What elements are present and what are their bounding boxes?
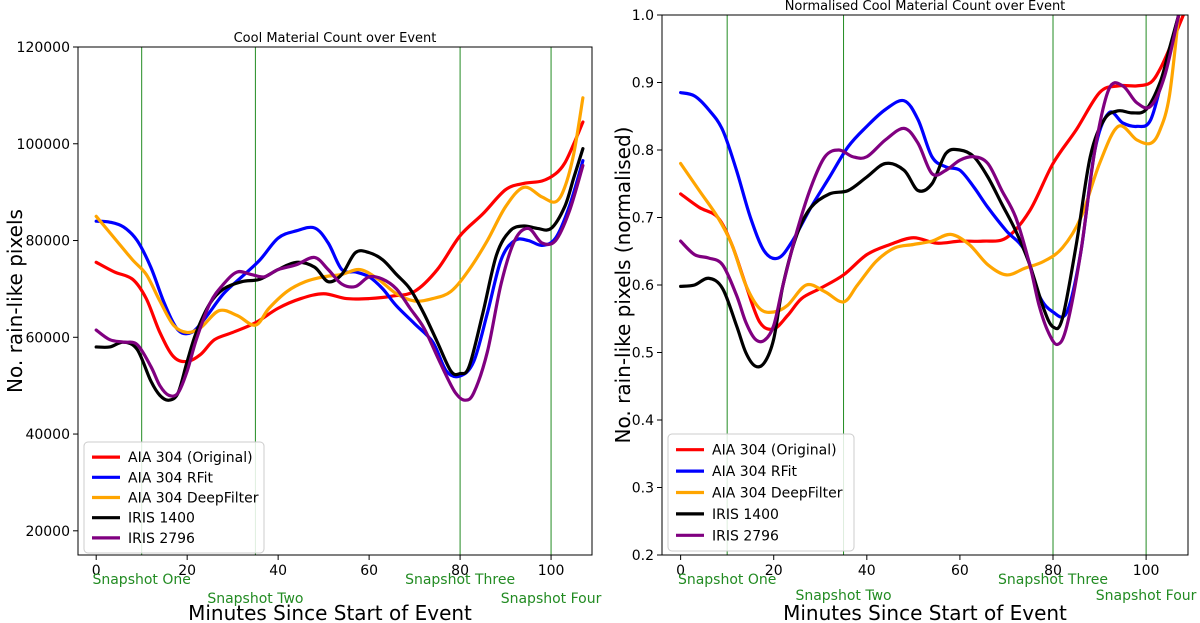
x-tick-label: 20 — [178, 563, 196, 579]
y-tick-label: 60000 — [25, 330, 70, 346]
y-tick-label: 1.0 — [632, 8, 654, 24]
series-line-aia-304-deepfilter — [679, 15, 1181, 314]
x-tick-label: 100 — [538, 563, 565, 579]
legend: AIA 304 (Original) AIA 304 RFit AIA 304 De… — [667, 433, 855, 552]
chart-title: Normalised Cool Material Count over Even… — [785, 0, 1066, 14]
y-tick-label: 0.2 — [632, 548, 654, 564]
y-tick-label: 0.7 — [632, 211, 654, 227]
y-tick-label: 0.9 — [632, 76, 654, 92]
y-tick-label: 40000 — [25, 427, 70, 443]
x-tick-label: 80 — [451, 563, 469, 579]
chart-1: 0 20 40 60 80 100 20000 40000 60000 80000 100000 12… — [3, 31, 602, 623]
y-tick-label: 100000 — [17, 137, 70, 153]
legend-label: IRIS 2796 — [128, 531, 195, 547]
y-axis-title: No. rain-like pixels (normalised) — [611, 127, 635, 444]
legend-label: IRIS 1400 — [128, 511, 195, 527]
series-line-aia-304-original — [94, 120, 585, 364]
y-tick-label: 120000 — [17, 40, 70, 56]
y-tick-label: 80000 — [25, 234, 70, 250]
series-line-aia-304-original — [679, 15, 1185, 331]
series-line-iris-2796 — [94, 163, 585, 402]
series-line-iris-1400 — [679, 15, 1181, 369]
x-tick-label: 20 — [765, 563, 783, 579]
legend-label: AIA 304 DeepFilter — [128, 491, 259, 507]
series-group — [679, 15, 1185, 369]
y-tick-label: 0.6 — [632, 278, 654, 294]
x-tick-label: 60 — [951, 563, 969, 579]
legend-label: AIA 304 DeepFilter — [712, 486, 843, 502]
chart-2: 0 20 40 60 80 100 0.2 0.3 0.4 0.5 0.6 0.7 0.8 0.9 1.0 S… — [611, 0, 1197, 623]
y-tick-label: 20000 — [25, 524, 70, 540]
snapshot-label: Snapshot One — [92, 572, 190, 588]
y-axis-title: No. rain-like pixels — [3, 209, 27, 393]
y-tick-label: 0.8 — [632, 143, 654, 159]
legend-box — [667, 433, 855, 552]
snapshot-label: Snapshot Three — [998, 572, 1108, 588]
legend-label: IRIS 1400 — [712, 507, 779, 523]
y-tick-label: 0.5 — [632, 346, 654, 362]
snapshot-label: Snapshot Three — [405, 572, 515, 588]
x-axis-title: Minutes Since Start of Event — [783, 601, 1067, 623]
legend-label: AIA 304 (Original) — [712, 443, 837, 459]
x-tick-label: 60 — [360, 563, 378, 579]
snapshot-label: Snapshot Two — [795, 588, 891, 604]
snapshot-label: Snapshot Four — [1096, 588, 1197, 604]
y-tick-label: 0.3 — [632, 481, 654, 497]
snapshot-label: Snapshot Two — [207, 591, 303, 607]
y-tick-label: 0.4 — [632, 413, 654, 429]
plot-frame — [77, 46, 593, 556]
series-group — [94, 96, 585, 402]
snapshot-label: Snapshot One — [678, 572, 776, 588]
snapshot-label: Snapshot Four — [501, 591, 602, 607]
x-tick-label: 40 — [858, 563, 876, 579]
series-line-iris-2796 — [679, 15, 1181, 347]
legend-label: IRIS 2796 — [712, 528, 779, 544]
chart-title: Cool Material Count over Event — [234, 31, 437, 46]
x-tick-label: 0 — [92, 563, 101, 579]
x-axis-title: Minutes Since Start of Event — [188, 601, 472, 623]
series-line-aia-304-rfit — [679, 15, 1181, 319]
x-tick-label: 40 — [269, 563, 287, 579]
x-tick-label: 100 — [1133, 563, 1160, 579]
legend-box — [83, 441, 265, 554]
series-line-iris-1400 — [94, 147, 585, 402]
legend-label: AIA 304 (Original) — [128, 450, 253, 466]
legend-label: AIA 304 RFit — [712, 464, 798, 480]
series-line-aia-304-rfit — [94, 159, 585, 379]
legend-label: AIA 304 RFit — [128, 470, 214, 486]
legend: AIA 304 (Original) AIA 304 RFit AIA 304 De… — [83, 441, 265, 554]
x-tick-label: 0 — [676, 563, 685, 579]
x-tick-label: 80 — [1044, 563, 1062, 579]
